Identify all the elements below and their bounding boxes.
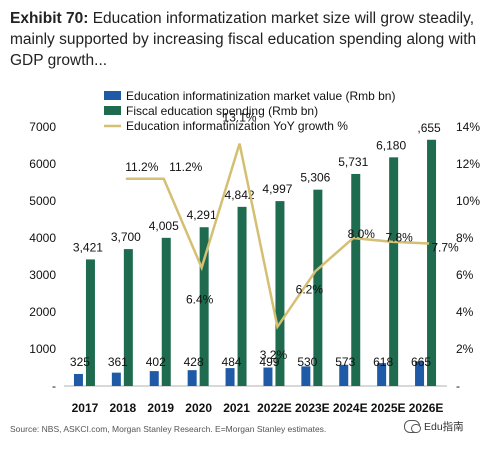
bar-fiscal	[313, 189, 323, 386]
y-right-tick-label: 12%	[456, 157, 480, 171]
bar-fiscal	[123, 249, 133, 386]
bar-label-market: 499	[259, 355, 279, 369]
bar-label-fiscal: 6,180	[376, 138, 406, 152]
bar-market	[415, 361, 425, 386]
y-right-tick-label: 6%	[456, 268, 474, 282]
y-right-tick-label: 2%	[456, 342, 474, 356]
bar-label-fiscal: 3,421	[73, 240, 103, 254]
bar-market	[301, 366, 311, 386]
watermark: Edu指南	[404, 419, 464, 434]
bar-market	[377, 363, 387, 386]
x-tick-label: 2019	[147, 401, 174, 415]
y-left-tick-label: 1000	[29, 342, 56, 356]
x-tick-label: 2018	[109, 401, 136, 415]
y-left-tick-label: 4000	[29, 231, 56, 245]
bar-label-fiscal: 3,700	[111, 230, 141, 244]
bar-market	[187, 370, 197, 386]
y-left-tick-label: 2000	[29, 305, 56, 319]
bar-label-fiscal: 4,997	[262, 182, 292, 196]
bar-market	[225, 368, 235, 386]
y-right-tick-label: 4%	[456, 305, 474, 319]
bar-label-market: 665	[411, 355, 431, 369]
exhibit-title: Exhibit 70: Education informatization ma…	[10, 8, 484, 71]
watermark-text: Edu指南	[424, 421, 464, 433]
legend-label: Education informatinization YoY growth %	[126, 119, 348, 133]
bar-fiscal	[199, 227, 209, 386]
bar-market	[73, 373, 83, 386]
x-tick-label: 2021	[223, 401, 250, 415]
y-right-tick-label: 14%	[456, 120, 480, 134]
bar-label-market: 402	[146, 355, 166, 369]
y-right-tick-label: 8%	[456, 231, 474, 245]
bar-fiscal	[161, 237, 171, 386]
growth-data-label: 11.2%	[125, 160, 158, 174]
x-tick-label: 2026E	[409, 401, 444, 415]
legend-swatch-market	[104, 91, 121, 100]
growth-data-label: 3.2%	[260, 348, 288, 362]
y-left-tick-label: 6000	[29, 157, 56, 171]
bar-fiscal	[389, 157, 399, 386]
exhibit-title-text: Education informatization market size wi…	[10, 10, 477, 69]
y-left-tick-label: -	[52, 379, 56, 393]
bar-label-fiscal: 5,306	[300, 171, 330, 185]
bar-label-market: 573	[335, 355, 355, 369]
growth-data-label: 13.1%	[223, 111, 257, 125]
legend-swatch-fiscal	[104, 106, 121, 115]
y-left-tick-label: 5000	[29, 194, 56, 208]
bar-label-fiscal: 4,291	[187, 208, 217, 222]
y-left-tick-label: 7000	[29, 120, 56, 134]
bar-label-market: 428	[184, 355, 204, 369]
x-tick-label: 2025E	[371, 401, 406, 415]
source-note: Source: NBS, ASKCI.com, Morgan Stanley R…	[10, 424, 327, 434]
growth-data-label: 8.0%	[348, 227, 376, 241]
x-tick-label: 2024E	[333, 401, 368, 415]
growth-line	[125, 143, 430, 330]
bar-label-market: 325	[70, 355, 90, 369]
y-left-tick-label: 3000	[29, 268, 56, 282]
bar-market	[339, 364, 349, 386]
y-right-tick-label: 10%	[456, 194, 480, 208]
growth-data-label: 7.8%	[385, 231, 413, 245]
legend-label: Education informatinization market value…	[126, 89, 395, 103]
growth-data-label: 6.4%	[186, 293, 214, 307]
exhibit-number: Exhibit 70:	[10, 10, 89, 27]
y-right-tick-label: -	[456, 379, 460, 393]
x-tick-label: 2023E	[295, 401, 330, 415]
x-tick-label: 2017	[72, 401, 99, 415]
bar-market	[263, 367, 273, 386]
growth-data-label: 6.2%	[296, 282, 324, 296]
bar-market	[111, 372, 121, 386]
bar-market	[149, 371, 159, 386]
bar-label-fiscal: 4,005	[149, 219, 179, 233]
x-tick-label: 2022E	[257, 401, 292, 415]
bar-fiscal	[85, 259, 95, 386]
bar-fiscal	[275, 201, 285, 386]
growth-data-label: 7.7%	[431, 241, 459, 255]
bar-label-fiscal: 4,842	[225, 188, 255, 202]
bar-label-market: 618	[373, 355, 393, 369]
legend-label: Fiscal education spending (Rmb bn)	[126, 104, 318, 118]
bar-label-market: 484	[222, 355, 242, 369]
wechat-icon	[404, 420, 421, 433]
bar-label-fiscal: ,655	[417, 121, 441, 135]
bar-label-market: 530	[297, 355, 317, 369]
bar-label-market: 361	[108, 355, 128, 369]
x-tick-label: 2020	[185, 401, 212, 415]
bar-label-fiscal: 5,731	[338, 155, 368, 169]
growth-data-label: 11.2%	[169, 160, 202, 174]
bar-fiscal	[427, 139, 437, 386]
bar-fiscal	[351, 173, 361, 386]
bar-fiscal	[237, 206, 247, 386]
